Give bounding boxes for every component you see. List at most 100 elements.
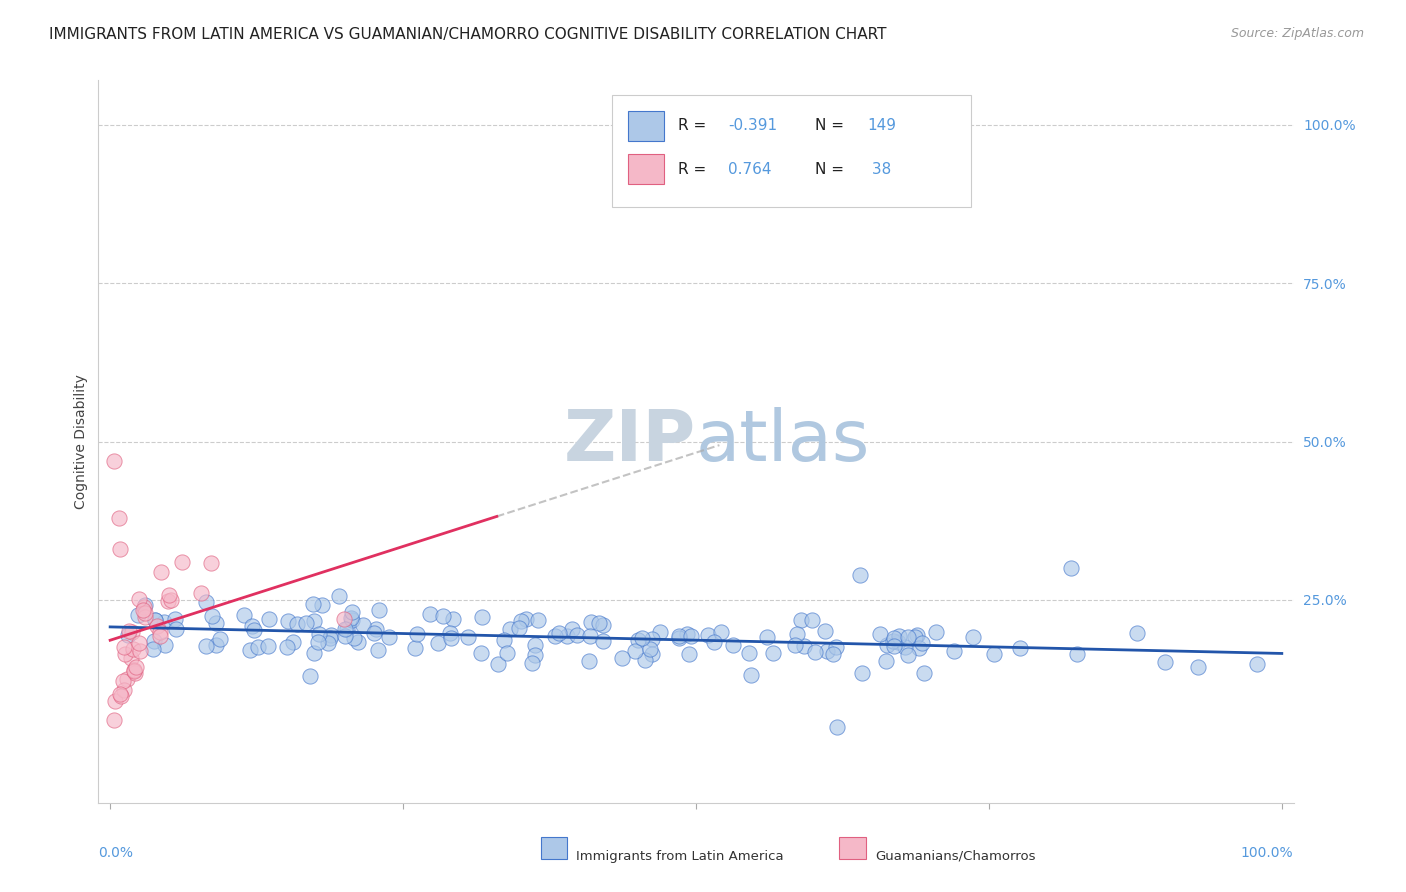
Point	[115, 672, 138, 686]
Point	[1060, 561, 1083, 575]
Point	[247, 640, 270, 654]
Point	[367, 603, 389, 617]
Point	[302, 646, 325, 660]
Point	[132, 603, 155, 617]
Point	[336, 622, 359, 636]
Point	[962, 631, 984, 645]
FancyBboxPatch shape	[628, 154, 664, 185]
Text: atlas: atlas	[696, 407, 870, 476]
Point	[457, 630, 479, 644]
Point	[155, 638, 177, 652]
Text: 100.0%: 100.0%	[1241, 847, 1294, 860]
Point	[710, 625, 733, 640]
Point	[555, 629, 578, 643]
Point	[488, 657, 510, 671]
Point	[508, 622, 530, 636]
Point	[815, 644, 838, 658]
Point	[579, 629, 602, 643]
Point	[894, 640, 917, 655]
Point	[793, 640, 815, 654]
Point	[907, 641, 929, 656]
Text: 0.0%: 0.0%	[98, 847, 134, 860]
Point	[333, 612, 356, 626]
Point	[117, 624, 139, 638]
FancyBboxPatch shape	[541, 838, 567, 859]
Text: N =: N =	[815, 161, 849, 177]
Point	[875, 654, 897, 668]
Point	[157, 594, 180, 608]
Point	[631, 632, 654, 646]
Point	[364, 622, 387, 636]
Point	[1187, 660, 1209, 674]
Point	[650, 625, 672, 640]
Point	[925, 624, 948, 639]
Text: Source: ZipAtlas.com: Source: ZipAtlas.com	[1230, 27, 1364, 40]
Point	[738, 646, 761, 660]
Point	[905, 628, 928, 642]
Point	[627, 633, 650, 648]
Point	[276, 640, 298, 654]
Point	[152, 615, 174, 630]
Point	[307, 635, 329, 649]
Point	[825, 720, 848, 734]
Point	[143, 613, 166, 627]
Point	[304, 615, 326, 629]
Point	[277, 614, 299, 628]
Point	[520, 657, 543, 671]
Text: Guamanians/Chamorros: Guamanians/Chamorros	[876, 850, 1036, 863]
Point	[363, 626, 385, 640]
Point	[343, 631, 366, 645]
Point	[194, 595, 217, 609]
Text: 0.764: 0.764	[728, 161, 772, 177]
Point	[128, 636, 150, 650]
Y-axis label: Cognitive Disability: Cognitive Disability	[75, 374, 89, 509]
FancyBboxPatch shape	[628, 111, 664, 141]
Point	[897, 648, 920, 663]
Point	[117, 628, 139, 642]
Point	[679, 629, 702, 643]
Point	[150, 566, 173, 580]
Point	[882, 634, 904, 648]
Point	[790, 613, 813, 627]
Point	[498, 622, 520, 636]
Point	[883, 631, 905, 645]
Point	[122, 641, 145, 656]
Point	[319, 631, 342, 645]
Point	[134, 606, 156, 620]
Point	[404, 640, 426, 655]
Point	[492, 633, 515, 648]
Point	[204, 616, 226, 631]
Point	[762, 646, 785, 660]
Point	[111, 674, 134, 689]
Text: Immigrants from Latin America: Immigrants from Latin America	[576, 850, 785, 863]
Point	[299, 669, 322, 683]
Point	[548, 625, 571, 640]
Point	[108, 542, 131, 557]
Point	[318, 636, 340, 650]
Point	[259, 611, 281, 625]
Point	[340, 605, 363, 619]
Point	[308, 627, 330, 641]
Point	[675, 627, 697, 641]
Text: IMMIGRANTS FROM LATIN AMERICA VS GUAMANIAN/CHAMORRO COGNITIVE DISABILITY CORRELA: IMMIGRANTS FROM LATIN AMERICA VS GUAMANI…	[49, 27, 887, 42]
Point	[340, 610, 363, 624]
Point	[668, 631, 690, 645]
Point	[740, 668, 762, 682]
Point	[634, 653, 657, 667]
Point	[157, 588, 180, 602]
Point	[515, 612, 537, 626]
Text: 38: 38	[868, 161, 891, 177]
Text: R =: R =	[678, 119, 711, 133]
Point	[496, 646, 519, 660]
Point	[200, 556, 222, 570]
Point	[804, 645, 827, 659]
Point	[565, 628, 588, 642]
Point	[257, 640, 280, 654]
Point	[524, 648, 547, 662]
Point	[912, 665, 935, 680]
Point	[134, 598, 156, 612]
Point	[122, 664, 145, 678]
Point	[204, 639, 226, 653]
Point	[294, 616, 316, 631]
Point	[112, 640, 135, 655]
